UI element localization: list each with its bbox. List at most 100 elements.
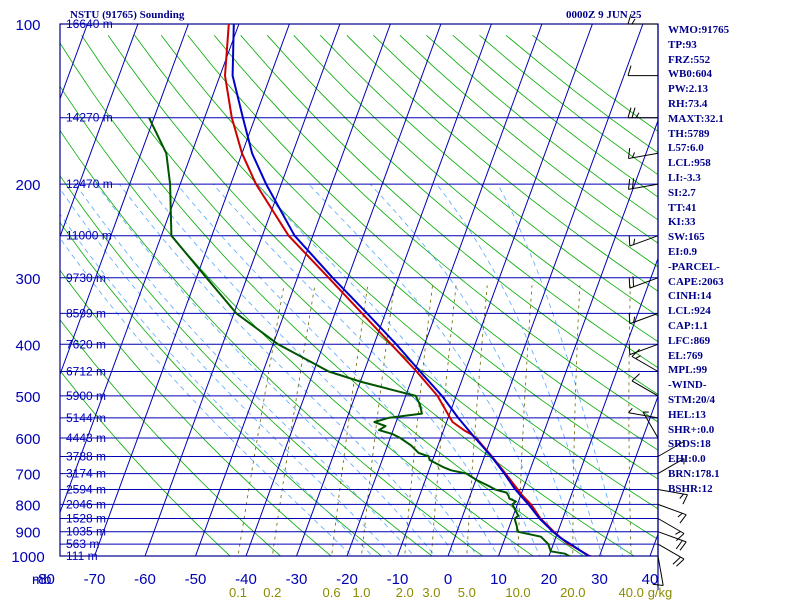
height-label: 3788 m <box>66 450 106 464</box>
dry-adiabat-line <box>320 35 658 317</box>
index-srds: SRDS:18 <box>668 438 711 451</box>
height-label: 12470 m <box>66 177 113 191</box>
moist-adiabat-line <box>497 183 624 556</box>
index-l57: L57:6.0 <box>668 142 704 155</box>
wind-barb-staff <box>657 555 664 586</box>
parcel-trace <box>224 24 596 556</box>
isotherm-line <box>94 24 290 556</box>
wind-barb-staff <box>631 356 659 372</box>
temperature-tick-label: -40 <box>235 571 257 588</box>
index-si: SI:2.7 <box>668 186 696 199</box>
dry-adiabat-line <box>267 35 658 369</box>
isotherm-line <box>447 24 644 556</box>
index-ki: KI:33 <box>668 216 696 229</box>
section-wind: -WIND- <box>668 379 707 392</box>
wind-barb-flag <box>679 493 684 499</box>
temperature-tick-label: -20 <box>336 571 358 588</box>
wind-barb-flag <box>627 65 632 76</box>
plot-frame <box>59 23 659 590</box>
wind-barb-staff <box>629 312 659 325</box>
moist-adiabat-line <box>119 183 457 556</box>
index-bshr: BSHR:12 <box>668 482 713 495</box>
index-ei: EI:0.9 <box>668 245 698 258</box>
wind-barb-flag <box>676 558 685 567</box>
pressure-tick-label: 300 <box>15 271 40 288</box>
index-tp: TP:93 <box>668 38 697 51</box>
temperature-trace <box>231 24 594 556</box>
mixing-ratio-line <box>430 285 457 556</box>
moist-adiabat-line <box>75 183 415 556</box>
wind-barb-flag <box>631 107 636 118</box>
wind-barb-flag <box>633 316 636 323</box>
index-parcel-lcl: LCL:924 <box>668 305 711 318</box>
station-title: NSTU (91765) Sounding <box>70 9 185 21</box>
index-cinh: CINH:14 <box>668 290 712 303</box>
wind-barb-staff <box>628 412 659 419</box>
index-stm: STM:20/4 <box>668 393 716 406</box>
pressure-tick-label: 600 <box>15 431 40 448</box>
index-pw: PW:2.13 <box>668 83 709 96</box>
wind-barb-flag <box>675 531 681 535</box>
height-label: 4443 m <box>66 431 106 445</box>
wind-barb-flag <box>677 512 683 518</box>
wind-barb-flag <box>679 514 687 524</box>
mixing-ratio-line <box>237 285 285 556</box>
wind-barb-flag <box>631 178 635 189</box>
wind-barb-flag <box>672 556 681 565</box>
mixing-ratio-label: 40.0 <box>619 585 644 600</box>
index-mpl: MPL:99 <box>668 364 708 377</box>
wind-barb-flag <box>632 276 635 287</box>
isobars-isotherms <box>60 24 800 556</box>
wind-barb-staff <box>642 411 659 439</box>
wind-barb-staff <box>657 489 688 496</box>
height-label: 8599 m <box>66 306 106 320</box>
wind-barb-flag <box>628 277 631 289</box>
mixing-ratio-line <box>361 285 395 556</box>
index-wb0: WB0:604 <box>668 68 712 81</box>
wind-barb-staff <box>629 235 659 247</box>
sounding-traces <box>148 24 596 556</box>
pressure-tick-label: 1000 <box>11 549 44 566</box>
dry-adiabat-line <box>505 34 658 154</box>
dry-adiabat-line <box>213 35 658 423</box>
dry-adiabat-line <box>373 35 658 268</box>
isotherm-line <box>60 24 189 376</box>
dry-adiabat-line <box>187 35 658 451</box>
wind-barb-flag <box>676 533 685 541</box>
isotherm-line <box>751 24 800 556</box>
wind-barb-staff <box>657 503 687 516</box>
dry-adiabat-line <box>160 35 658 480</box>
height-label: 9730 m <box>66 271 106 285</box>
dry-adiabat-line <box>60 129 484 556</box>
wind-barb-staff <box>657 543 685 560</box>
wind-barb-flag <box>627 107 632 118</box>
wind-barb-staff <box>629 277 659 289</box>
height-label: 2594 m <box>66 483 106 497</box>
mixing-ratio-line <box>628 285 632 556</box>
wind-barb-flag <box>675 540 683 550</box>
pressure-tick-label: 200 <box>15 177 40 194</box>
height-label: 1035 m <box>66 525 106 539</box>
wind-barb-flag <box>628 235 631 247</box>
wind-barb-flag <box>635 112 640 118</box>
dry-adiabat-line <box>426 35 658 221</box>
index-frz: FRZ:552 <box>668 53 711 66</box>
pressure-tick-label: 700 <box>15 467 40 484</box>
dry-adiabat-line <box>134 35 658 510</box>
height-label: 3174 m <box>66 467 106 481</box>
moist-adiabat-line <box>60 187 394 556</box>
temperature-tick-label: 30 <box>591 571 608 588</box>
moist-adiabat-line <box>95 183 436 556</box>
mixing-ratio-label: 0.1 <box>229 585 247 600</box>
wind-barb-flag <box>652 583 664 586</box>
dry-adiabat-line <box>346 35 658 292</box>
height-label: 5144 m <box>66 411 106 425</box>
dry-adiabat-line <box>60 42 585 556</box>
temperature-tick-label: -50 <box>185 571 207 588</box>
pressure-tick-label: 900 <box>15 525 40 542</box>
wind-barb-flag <box>682 494 688 505</box>
mixing-ratio-line <box>466 285 488 556</box>
height-label: 1528 m <box>66 512 106 526</box>
index-el: EL:769 <box>668 349 703 362</box>
